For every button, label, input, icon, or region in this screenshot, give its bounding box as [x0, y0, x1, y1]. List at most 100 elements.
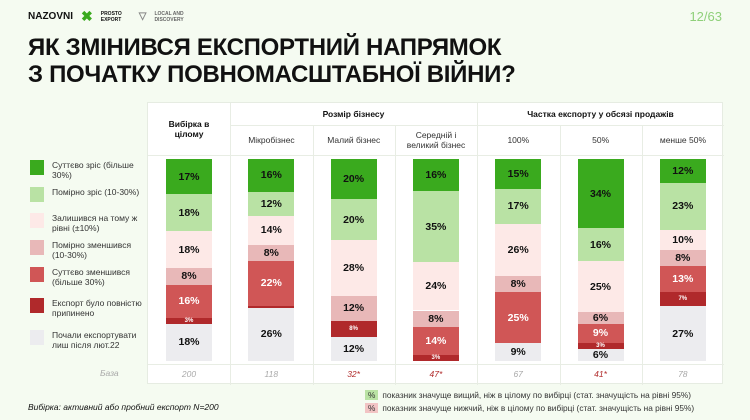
column-divider — [394, 125, 396, 385]
bar-segment: 16% — [166, 284, 212, 318]
bar-segment: 13% — [659, 266, 706, 293]
header-divider — [230, 125, 724, 126]
bar-segment: 8% — [166, 268, 212, 285]
bar-segment: 15% — [495, 159, 542, 190]
bar-segment: 8% — [495, 276, 542, 293]
base-value: 32* — [347, 369, 360, 379]
page-title: ЯК ЗМІНИВСЯ ЕКСПОРТНИЙ НАПРЯМОК З ПОЧАТК… — [28, 34, 516, 88]
legend-item: Залишився на тому ж рівні (±10%) — [30, 213, 145, 233]
bar-segment: 17% — [495, 189, 542, 224]
legend-swatch — [30, 330, 44, 345]
bar-segment: 9% — [577, 324, 624, 343]
column-divider — [312, 125, 314, 385]
legend-label: Помірно зріс (10-30%) — [52, 187, 140, 197]
bar-segment: 28% — [330, 239, 377, 297]
legend-item: Помірно зріс (10-30%) — [30, 187, 145, 202]
bar-segment: 16% — [412, 159, 459, 192]
base-value: 67 — [513, 369, 523, 379]
legend-swatch — [30, 187, 44, 202]
bar-segment: 14% — [248, 216, 295, 245]
column-header: 100% — [507, 135, 530, 145]
legend-item: Почали експортувати лиш після лют.22 — [30, 330, 145, 350]
bar-segment: 12% — [330, 336, 377, 361]
group-header-size: Розмір бізнесу — [322, 109, 385, 119]
bar-segment: 20% — [330, 199, 377, 240]
legend-item: Помірно зменшився (10-30%) — [30, 240, 145, 260]
sig-low-note: % показник значуще нижчий, ніж в цілому п… — [365, 403, 694, 413]
column-divider — [641, 125, 643, 385]
column-divider — [559, 125, 561, 385]
bar-segment: 7% — [659, 292, 706, 307]
bar-segment: 3% — [166, 317, 212, 324]
bar-segment: 26% — [248, 307, 295, 361]
bar-segment: 3% — [577, 342, 624, 349]
bar-segment: 6% — [577, 348, 624, 361]
page-number: 12/63 — [689, 9, 722, 24]
sample-note: Вибірка: активний або пробний експорт N=… — [28, 402, 219, 412]
bar-segment: 17% — [166, 159, 212, 195]
header-divider — [148, 155, 724, 156]
legend-item: Суттєво зменшився (більше 30%) — [30, 267, 145, 287]
column-header: Середній і великий бізнес — [406, 130, 466, 150]
sig-high-swatch: % — [365, 390, 379, 400]
column-divider — [230, 103, 232, 385]
bar-segment: 35% — [412, 191, 459, 262]
bar-segment: 34% — [577, 159, 624, 229]
legend-label: Почали експортувати лиш після лют.22 — [52, 330, 137, 350]
bar-segment: 10% — [659, 229, 706, 250]
legend-swatch — [30, 298, 44, 313]
sig-low-swatch: % — [365, 403, 379, 413]
bar-segment: 22% — [248, 261, 295, 306]
sig-high-note: % показник значуще вищий, ніж в цілому по… — [365, 390, 691, 400]
bar-segment: 6% — [577, 312, 624, 325]
base-value: 78 — [678, 369, 688, 379]
base-value: 200 — [181, 369, 197, 379]
bar-segment: 26% — [495, 223, 542, 277]
title-line-2: З ПОЧАТКУ ПОВНОМАСШТАБНОЇ ВІЙНИ? — [28, 61, 516, 88]
bar-segment: 8% — [412, 310, 459, 327]
base-divider — [148, 364, 724, 365]
bar-segment: 8% — [248, 244, 295, 261]
bar-segment: 3% — [412, 354, 459, 361]
title-line-1: ЯК ЗМІНИВСЯ ЕКСПОРТНИЙ НАПРЯМОК — [28, 34, 502, 61]
bar-segment: 27% — [659, 306, 706, 361]
bar-segment: 20% — [330, 159, 377, 200]
sig-high-text: показник значуще вищий, ніж в цілому по … — [382, 390, 691, 400]
column-header: 50% — [592, 135, 610, 145]
logo-discovery: LOCAL AND DISCOVERY — [154, 10, 184, 23]
bar-segment: 9% — [495, 342, 542, 361]
header-total: Вибірка в цілому — [168, 119, 210, 139]
bar-segment: 16% — [577, 228, 624, 261]
logos: NAZOVNI ✖ PROSTO EXPORT ▽ LOCAL AND DISC… — [28, 8, 184, 25]
bar-segment: 25% — [495, 292, 542, 343]
legend-swatch — [30, 267, 44, 282]
column-divider — [477, 103, 479, 385]
bar-segment: 14% — [412, 326, 459, 355]
bar-segment: 12% — [248, 191, 295, 217]
column-header: Мікробізнес — [248, 135, 295, 145]
bar-segment: 18% — [166, 231, 212, 269]
column-header: менше 50% — [659, 135, 707, 145]
legend-label: Залишився на тому ж рівні (±10%) — [52, 213, 138, 233]
base-value: 118 — [264, 369, 279, 379]
group-header-share: Частка експорту у обсязі продажів — [527, 109, 674, 119]
bar-segment: 18% — [166, 323, 212, 361]
logo-nazovni: NAZOVNI — [28, 11, 73, 22]
base-value: 41* — [594, 369, 607, 379]
legend-swatch — [30, 213, 44, 228]
legend-label: Експорт було повністю припинено — [52, 298, 142, 318]
bar-segment: 25% — [577, 261, 624, 313]
legend-item: Суттєво зріс (більше 30%) — [30, 160, 145, 180]
base-label: База — [100, 368, 119, 378]
logo-discovery-icon: ▽ — [138, 11, 147, 22]
bar-segment: 8% — [659, 249, 706, 267]
bar-segment: 12% — [659, 159, 706, 184]
bar-segment: 16% — [248, 159, 295, 192]
sig-low-text: показник значуще нижчий, ніж в цілому по… — [382, 403, 695, 413]
bar-segment: 8% — [330, 320, 377, 337]
bar-segment: 24% — [412, 262, 459, 311]
legend-item: Експорт було повністю припинено — [30, 298, 145, 318]
bar-segment — [248, 305, 295, 308]
chart-table: Вибірка в цілому Розмір бізнесу Частка е… — [147, 102, 724, 385]
legend-swatch — [30, 240, 44, 255]
